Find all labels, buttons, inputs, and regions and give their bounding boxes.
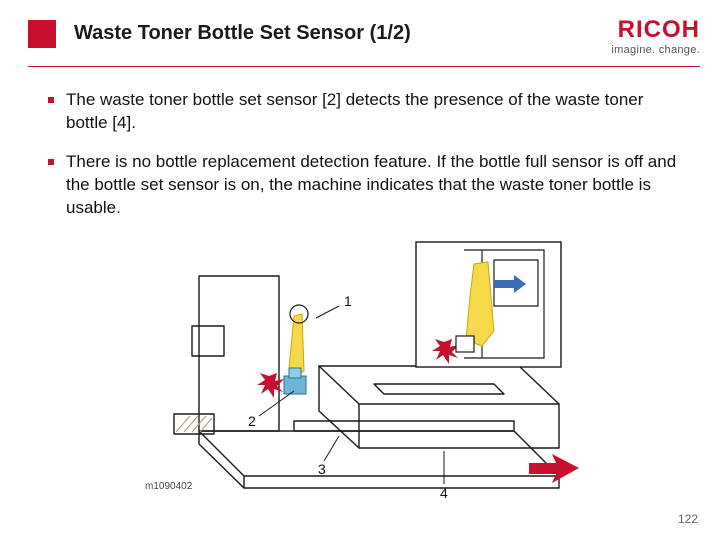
slide-title: Waste Toner Bottle Set Sensor (1/2) xyxy=(74,18,591,45)
ricoh-tagline: imagine. change. xyxy=(611,44,700,56)
page-number: 122 xyxy=(678,512,698,526)
slide-header: Waste Toner Bottle Set Sensor (1/2) RICO… xyxy=(0,0,720,56)
bullet-item: There is no bottle replacement detection… xyxy=(48,151,680,220)
technical-diagram: 1 2 3 4 xyxy=(144,236,584,516)
diagram-container: 1 2 3 4 xyxy=(48,236,680,521)
bullet-item: The waste toner bottle set sensor [2] de… xyxy=(48,89,680,135)
ricoh-logo: RICOH xyxy=(611,18,700,42)
bullet-marker-icon xyxy=(48,97,54,103)
bullet-marker-icon xyxy=(48,159,54,165)
callout-4: 4 xyxy=(440,485,448,501)
callout-3: 3 xyxy=(318,461,326,477)
figure-id: m1090402 xyxy=(145,481,192,492)
callout-1: 1 xyxy=(344,293,352,309)
bullet-text: The waste toner bottle set sensor [2] de… xyxy=(66,89,680,135)
brand-square xyxy=(28,20,56,48)
content-area: The waste toner bottle set sensor [2] de… xyxy=(0,67,720,521)
bullet-text: There is no bottle replacement detection… xyxy=(66,151,680,220)
logo-block: RICOH imagine. change. xyxy=(611,18,700,56)
callout-2: 2 xyxy=(248,413,256,429)
